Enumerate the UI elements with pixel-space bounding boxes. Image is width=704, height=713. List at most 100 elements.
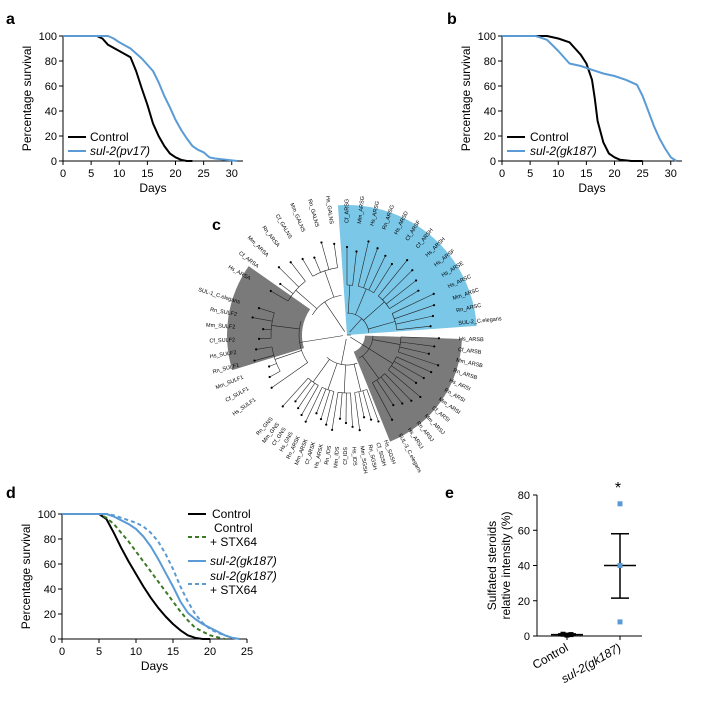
tree-leaf-label: Cf_SULF1	[225, 386, 250, 404]
tree-highlight-gray-sulf-clade	[227, 266, 311, 371]
tree-tip-node	[262, 328, 265, 331]
y-axis-title: Percentage survival	[20, 46, 34, 151]
e-y-tick-label: 40	[518, 561, 530, 573]
tree-subclade-stem	[312, 359, 330, 383]
tree-leaf-label: Mm_SULF1	[215, 375, 244, 392]
tree-tip-node	[362, 416, 366, 419]
tree-tip-branch	[301, 385, 319, 416]
tree-tip-node	[414, 279, 418, 282]
legend-d-stx-mutant-label-2: + STX64	[210, 583, 257, 597]
tree-clade-stem	[299, 335, 344, 343]
tree-tip-branch	[384, 373, 412, 401]
tree-tip-node	[430, 371, 433, 374]
tree-subclade-arc	[372, 373, 385, 383]
x-tick-label: 10	[552, 168, 564, 180]
tree-tip-branch	[339, 392, 343, 419]
e-y-tick-label: 20	[518, 596, 530, 608]
x-tick-label: 25	[637, 168, 649, 180]
tree-highlight-gray-arsb-clade	[353, 335, 462, 442]
x-tick-label: 10	[130, 646, 142, 658]
x-tick-label: 15	[141, 168, 153, 180]
tree-leaf-label: Cf_GALNS	[274, 213, 293, 240]
panel-label-c: c	[212, 217, 221, 234]
tree-tip-branch	[400, 336, 439, 339]
e-category-label: sul-2(gk187)	[559, 640, 624, 685]
tree-leaf-label: Cf_ARSB	[458, 347, 482, 356]
panel-label-e: e	[445, 485, 454, 502]
y-tick-label: 80	[44, 534, 56, 546]
tree-tip-node	[432, 304, 436, 307]
tree-tip-branch	[400, 341, 435, 347]
tree-tip-node	[338, 417, 342, 420]
significance-asterisk: *	[615, 480, 621, 497]
tree-tip-branch	[252, 317, 273, 322]
tree-tip-node	[333, 242, 336, 245]
tree-tip-node	[269, 289, 272, 293]
tree-tip-branch	[396, 325, 431, 331]
e-data-point	[617, 501, 623, 507]
series-line-sul-2-gk187-	[62, 513, 240, 640]
tree-tip-node	[429, 325, 432, 328]
tree-tip-node	[427, 352, 430, 355]
legend-a-control-label: Control	[90, 130, 129, 144]
x-axis-title: Days	[141, 659, 168, 673]
tree-leaf-label: Mm_ARSB	[455, 358, 483, 370]
tree-leaf-label: Hs_ARSG	[370, 201, 382, 227]
tree-tip-node	[358, 429, 361, 432]
tree-tip-node	[419, 395, 422, 399]
tree-subclade-stem	[368, 348, 393, 364]
tree-tip-node	[401, 402, 404, 405]
series-line-control	[63, 35, 193, 162]
tree-leaf-label: Rn_SULF1	[212, 362, 240, 375]
x-tick-label: 5	[96, 646, 102, 658]
tree-clade-stem	[349, 318, 362, 333]
tree-subclade-stem	[271, 325, 300, 330]
tree-tip-node	[268, 365, 271, 368]
tree-tip-node	[411, 269, 414, 272]
y-tick-label: 0	[51, 156, 57, 168]
tree-tip-node	[330, 428, 334, 431]
tree-tip-node	[437, 337, 441, 340]
tree-tip-node	[253, 359, 256, 362]
panel-b-series	[502, 35, 677, 162]
tree-leaf-label: Hs_SULF2	[209, 350, 237, 360]
panel-a-survival-chart: 0 5 10 15 20 25 30 0 20 40 60 80 100 Days Percentage s…	[20, 31, 243, 195]
legend-b-control-label: Control	[530, 130, 569, 144]
e-data-point	[568, 632, 574, 638]
tree-subclade-stem	[362, 355, 380, 379]
tree-subclade-stem	[363, 301, 385, 321]
tree-clade-stem	[340, 338, 347, 365]
tree-tip-node	[257, 307, 261, 310]
tree-tip-node	[392, 403, 395, 407]
tree-subclade-stem	[274, 350, 302, 360]
legend-d-stx-control-label-1: Control	[214, 521, 253, 535]
panel-label-b: b	[447, 11, 457, 28]
tree-tip-branch	[396, 356, 432, 373]
tree-tip-node	[255, 348, 258, 351]
tree-leaf-label: Hs_ARSK	[314, 443, 326, 469]
tree-leaf-label: Cf_ARSG	[344, 199, 350, 223]
tree-tip-node	[281, 405, 284, 408]
tree-tip-branch	[254, 355, 274, 361]
tree-tip-node	[257, 337, 261, 340]
panel-b-survival-chart: 0 5 10 15 20 25 30 0 20 40 60 80 100 Days Percentage s…	[459, 31, 682, 195]
tree-tip-branch	[376, 379, 394, 406]
legend-a-mutant-label: sul-2(pv17)	[90, 144, 150, 158]
tree-tip-branch	[388, 369, 421, 398]
tree-tip-node	[320, 241, 323, 244]
tree-leaf-label: Rn_SGSH	[366, 444, 377, 470]
panel-d-series	[62, 513, 240, 640]
x-axis-title: Days	[578, 181, 605, 195]
legend-d-mutant-label: sul-2(gk187)	[210, 554, 277, 568]
tree-leaf-label: Mm_IDS	[333, 446, 341, 468]
e-data-point	[560, 631, 566, 637]
tree-tip-branch	[305, 387, 323, 422]
tree-tip-node	[369, 418, 373, 421]
panel-b-axes: 0 5 10 15 20 25 30 0 20 40 60 80 100 Days Percentage s…	[459, 31, 682, 195]
tree-tip-node	[422, 376, 425, 380]
tree-tip-branch	[295, 380, 312, 402]
tree-tip-node	[345, 245, 349, 249]
tree-tip-node	[289, 261, 292, 264]
y-tick-label: 100	[478, 31, 496, 43]
